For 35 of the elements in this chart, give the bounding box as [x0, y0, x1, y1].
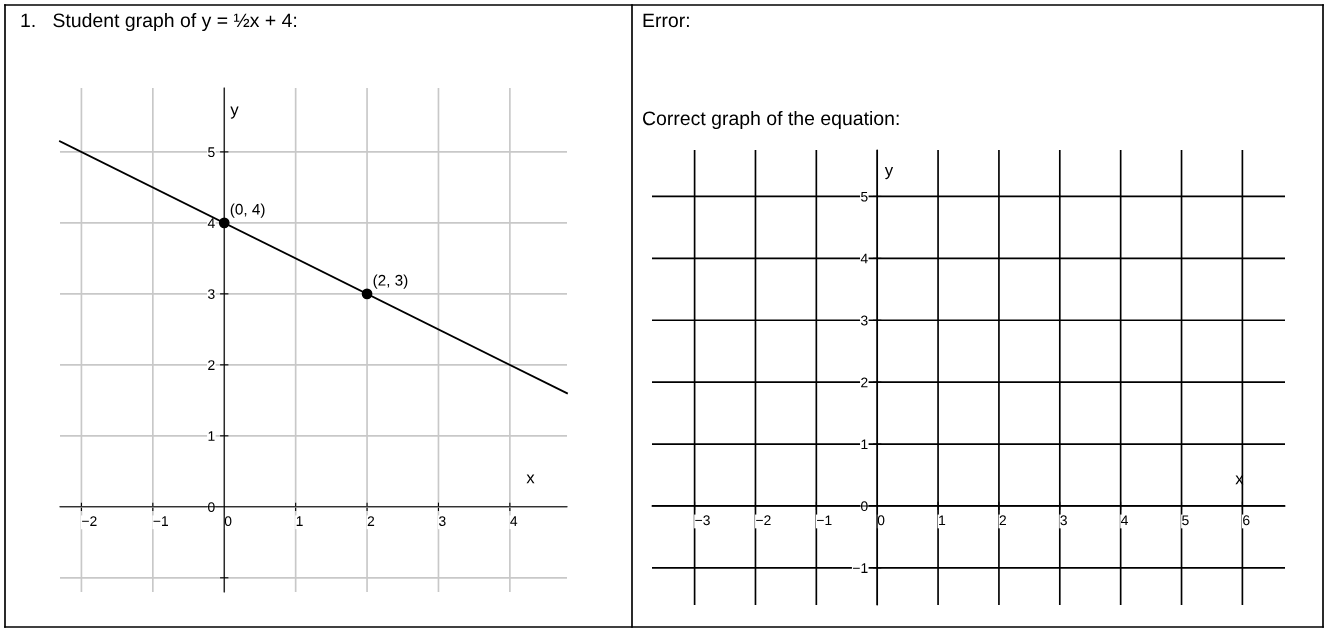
x-tick-label: 2 [367, 516, 375, 526]
y-tick-label: 1 [861, 439, 868, 450]
y-axis-title: y [884, 166, 894, 180]
x-tick-label: 6 [1243, 515, 1250, 526]
y-tick-label: 0 [860, 501, 868, 512]
y-tick-label: 3 [208, 289, 215, 300]
x-tick-label: 2 [999, 515, 1006, 526]
chart-title: Correct graph of the equation: [642, 110, 899, 130]
y-tick-label: 2 [861, 377, 868, 388]
text: Error: [643, 13, 689, 28]
x-tick-label: 1 [939, 515, 946, 526]
x-tick-label: −2 [756, 515, 771, 526]
x-tick-label: 5 [1182, 515, 1189, 526]
y-tick-label: 4 [207, 218, 215, 228]
x-tick-label: −2 [82, 516, 97, 526]
x-axis-title: x [526, 474, 535, 484]
y-tick-label: 5 [861, 191, 868, 202]
x-tick-label: −1 [153, 516, 168, 526]
x-tick-label: 1 [296, 516, 303, 526]
x-tick-label: 3 [1060, 515, 1067, 526]
chart-title: 1. Student graph of y = ½x + 4: [21, 12, 297, 32]
annotation: (0, 4) [230, 203, 265, 218]
y-tick-label: 5 [208, 147, 215, 158]
x-tick-label: 3 [438, 516, 446, 527]
y-tick-label: −1 [853, 563, 868, 573]
x-tick-label: −3 [695, 515, 710, 526]
x-tick-label: 4 [510, 516, 518, 526]
y-tick-label: 3 [860, 315, 868, 326]
y-tick-label: 4 [860, 253, 868, 264]
y-axis-title: y [230, 106, 239, 119]
annotation: (2, 3) [373, 274, 408, 289]
x-tick-label: 4 [1120, 515, 1128, 526]
y-tick-label: 2 [208, 360, 215, 370]
x-tick-label: −1 [817, 515, 832, 526]
y-tick-label: 1 [208, 431, 215, 441]
